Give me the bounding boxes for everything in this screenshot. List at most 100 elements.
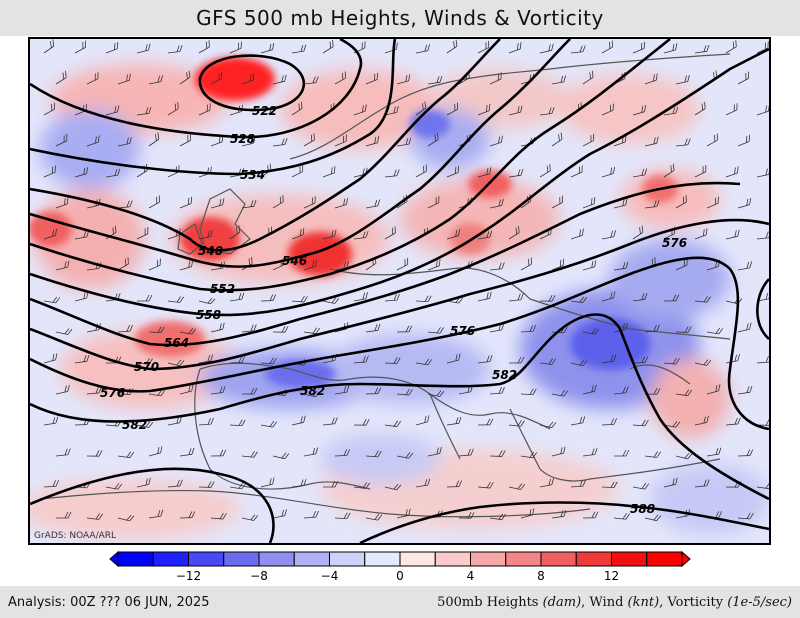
wind-barb (694, 415, 709, 426)
wind-barb (136, 477, 151, 488)
wind-barb (86, 135, 100, 147)
wind-barb (43, 353, 58, 364)
wind-barb (614, 449, 630, 457)
wind-barb (260, 43, 275, 54)
wind-barb (55, 197, 69, 209)
wind-barb (737, 449, 754, 457)
wind-barb (663, 477, 678, 488)
wind-barb (43, 480, 60, 488)
wind-barb (582, 70, 594, 85)
colorbar-bin (152, 551, 189, 567)
wind-barb (179, 384, 194, 395)
wind-barb (737, 134, 751, 147)
wind-barb (582, 511, 599, 519)
wind-barb (55, 134, 68, 147)
wind-barb (601, 230, 616, 240)
wind-barb (632, 482, 650, 490)
wind-barb (334, 71, 346, 85)
colorbar-bin (540, 551, 577, 567)
contour-label: 522 (252, 104, 277, 118)
colorbar-bin (188, 551, 225, 567)
wind-barb (477, 291, 492, 302)
wind-barb (632, 105, 647, 116)
contour-570 (30, 218, 769, 371)
wind-barb (353, 355, 369, 364)
wind-barb (613, 513, 630, 520)
wind-barb (179, 70, 191, 85)
wind-barb (508, 420, 525, 427)
wind-barb (427, 327, 444, 334)
wind-barb (477, 167, 492, 178)
wind-barb (137, 294, 153, 302)
credit-label: GrADS: NOAA/ARL (34, 531, 117, 541)
wind-barb (694, 479, 710, 488)
chart-title: GFS 500 mb Heights, Winds & Vorticity (196, 6, 604, 30)
wind-barb (415, 415, 430, 426)
wind-barb (725, 40, 737, 54)
contour-label: 564 (164, 336, 189, 350)
wind-barb (396, 137, 412, 147)
wind-barb (489, 513, 507, 521)
wind-barb (427, 390, 445, 397)
colorbar-tick-label: 12 (604, 569, 619, 583)
wind-barb (74, 354, 90, 364)
wind-barb (229, 356, 246, 364)
wind-barb (508, 483, 526, 490)
wind-barb (272, 74, 287, 85)
wind-barb (706, 327, 724, 335)
vort-label: , Vorticity (659, 594, 728, 610)
contour-558 (30, 47, 769, 317)
colorbar-bin (505, 551, 542, 567)
wind-barb (136, 227, 149, 240)
colorbar-bin (364, 551, 401, 567)
wind-barb (632, 356, 649, 364)
wind-barb (508, 293, 524, 302)
wind-barb (322, 297, 340, 304)
wind-barb (644, 136, 659, 147)
wind-barb (198, 103, 211, 116)
colorbar-tick-label: −8 (250, 569, 268, 583)
wind-barb (725, 417, 741, 426)
wind-barb (725, 166, 739, 178)
wind-barb (737, 512, 754, 520)
wind-barb (601, 40, 613, 54)
wind-barb (198, 354, 214, 364)
wind-barb (427, 259, 441, 271)
wind-barb (260, 477, 275, 488)
wind-barb (117, 136, 132, 147)
wind-barb (198, 297, 216, 305)
contour-label: 528 (230, 132, 255, 146)
wind-barb (508, 168, 524, 178)
contour-540 (30, 39, 501, 252)
wind-barb (117, 514, 135, 522)
wind-barb (508, 105, 523, 116)
wind-barb (632, 41, 646, 54)
wind-barb (632, 292, 648, 302)
colorbar-tick-label: 0 (396, 569, 404, 583)
wind-barb (706, 384, 721, 395)
colorbar-bin (611, 551, 648, 567)
wind-barb (725, 103, 738, 116)
wind-barb (415, 101, 427, 116)
wind-barb (167, 296, 184, 303)
colorbar-arrow-low (109, 550, 119, 568)
wind-barb (384, 483, 402, 491)
wind-barb (55, 448, 71, 457)
wind-barb (737, 261, 753, 271)
wind-barb (489, 262, 505, 271)
wind-barb (353, 104, 367, 116)
contour-528 (30, 39, 363, 139)
map-panel: 522 528 534 540 546 552 558 564 570 576 … (28, 37, 771, 545)
contour-label: 570 (134, 360, 159, 374)
wind-barb (663, 357, 680, 365)
footer-bar: Analysis: 00Z ??? 06 JUN, 2025 500mb Hei… (0, 586, 800, 618)
wind-barb (663, 294, 680, 302)
contour-546 (30, 39, 571, 268)
wind-barb (105, 168, 121, 178)
wind-barb (210, 386, 226, 395)
wind-barb (353, 231, 369, 240)
wind-barb (55, 70, 67, 85)
wind-barb (55, 328, 73, 335)
wind-barb (756, 167, 769, 178)
wind-barb (427, 446, 442, 457)
